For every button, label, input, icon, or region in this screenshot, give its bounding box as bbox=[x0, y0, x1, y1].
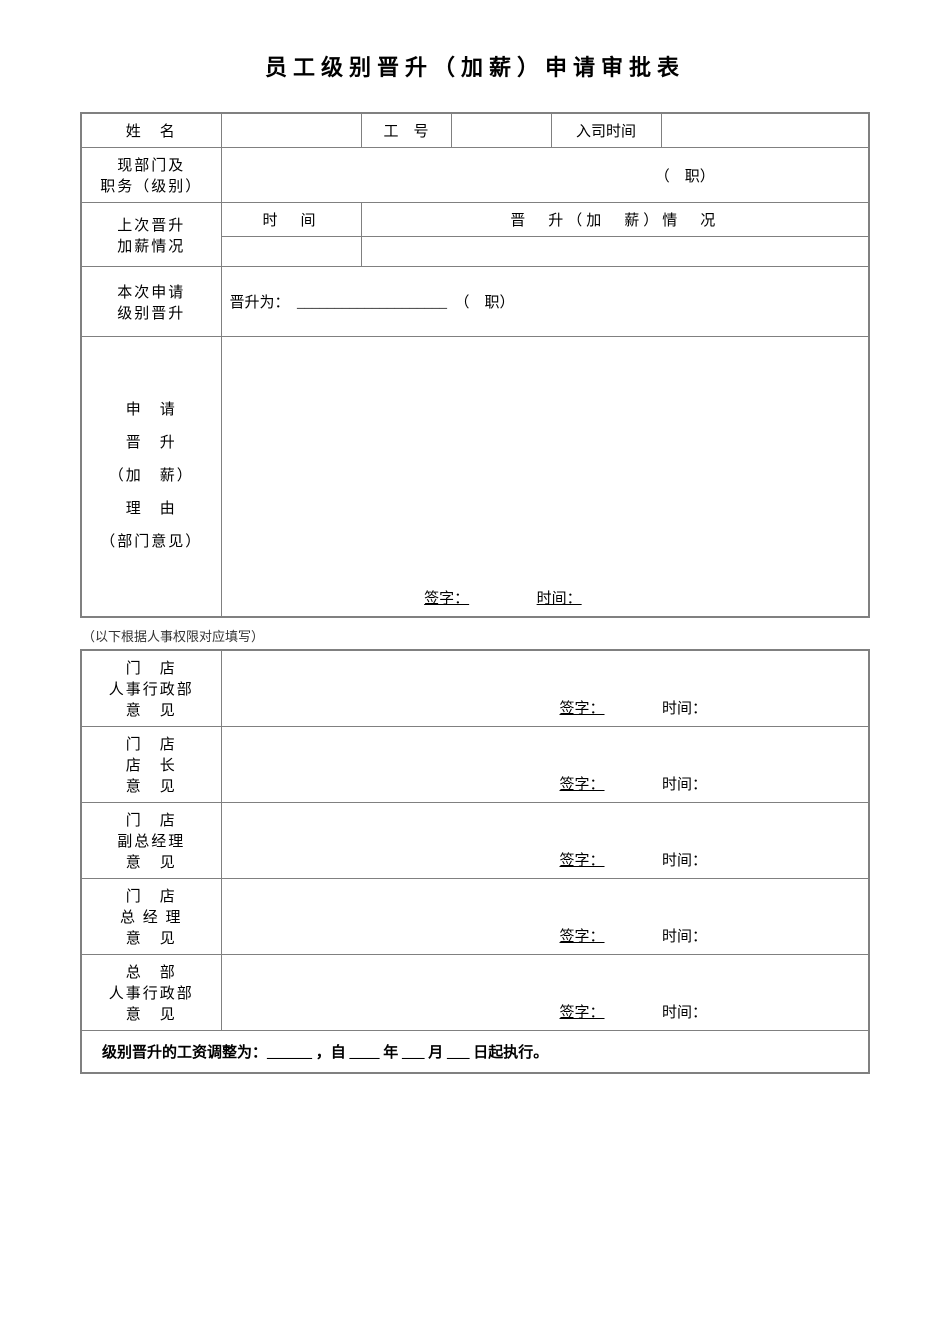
main-table: 姓 名 工 号 入司时间 现部门及 职务（级别） （ 职） 上次晋升 加薪情况 … bbox=[80, 112, 870, 618]
op4-label: 门 店 总 经 理 意 见 bbox=[81, 878, 221, 954]
name-label: 姓 名 bbox=[81, 113, 221, 148]
apply-label-1: 本次申请 bbox=[90, 281, 213, 302]
op2-sign: 签字： bbox=[560, 777, 605, 793]
time-value bbox=[221, 237, 361, 267]
approval-table: 门 店 人事行政部 意 见 签字： 时间： 门 店 店 长 意 见 签字： 时间… bbox=[80, 649, 870, 1074]
time-label: 时 间 bbox=[221, 203, 361, 237]
op5-time: 时间： bbox=[662, 1005, 707, 1021]
reason-2: 晋 升 bbox=[90, 427, 213, 460]
promote-value: 晋升为： ____________________ （ 职） bbox=[221, 267, 869, 337]
time-label-sign: 时间： bbox=[537, 591, 582, 607]
join-value bbox=[661, 113, 869, 148]
op1-3: 意 见 bbox=[90, 699, 213, 720]
last-label-2: 加薪情况 bbox=[90, 235, 213, 256]
op2-2: 店 长 bbox=[90, 754, 213, 775]
op1-time: 时间： bbox=[662, 701, 707, 717]
op1-content: 签字： 时间： bbox=[221, 650, 869, 727]
op3-1: 门 店 bbox=[90, 809, 213, 830]
footer-row: 级别晋升的工资调整为：______ ，自 ____ 年 ___ 月 ___ 日起… bbox=[81, 1030, 869, 1073]
id-label: 工 号 bbox=[361, 113, 451, 148]
op3-content: 签字： 时间： bbox=[221, 802, 869, 878]
id-value bbox=[451, 113, 551, 148]
op4-3: 意 见 bbox=[90, 927, 213, 948]
sub-note: （以下根据人事权限对应填写） bbox=[82, 626, 870, 645]
dept-label: 现部门及 职务（级别） bbox=[81, 148, 221, 203]
sign-label: 签字： bbox=[424, 591, 469, 607]
page-title: 员工级别晋升（加薪）申请审批表 bbox=[80, 50, 870, 82]
reason-4: 理 由 bbox=[90, 493, 213, 526]
op3-3: 意 见 bbox=[90, 851, 213, 872]
reason-1: 申 请 bbox=[90, 394, 213, 427]
op1-label: 门 店 人事行政部 意 见 bbox=[81, 650, 221, 727]
op2-content: 签字： 时间： bbox=[221, 726, 869, 802]
situation-label: 晋 升（加 薪）情 况 bbox=[361, 203, 869, 237]
dept-value: （ 职） bbox=[221, 148, 869, 203]
op1-2: 人事行政部 bbox=[90, 678, 213, 699]
reason-5: （部门意见） bbox=[90, 526, 213, 559]
last-promo-label: 上次晋升 加薪情况 bbox=[81, 203, 221, 267]
op1-sign: 签字： bbox=[560, 701, 605, 717]
last-label-1: 上次晋升 bbox=[90, 214, 213, 235]
op5-2: 人事行政部 bbox=[90, 982, 213, 1003]
op3-sign: 签字： bbox=[560, 853, 605, 869]
position-suffix: （ 职） bbox=[375, 169, 715, 185]
op2-time: 时间： bbox=[662, 777, 707, 793]
op3-label: 门 店 副总经理 意 见 bbox=[81, 802, 221, 878]
dept-label-1: 现部门及 bbox=[90, 154, 213, 175]
op1-1: 门 店 bbox=[90, 657, 213, 678]
op4-sign: 签字： bbox=[560, 929, 605, 945]
op3-time: 时间： bbox=[662, 853, 707, 869]
op4-time: 时间： bbox=[662, 929, 707, 945]
op3-2: 副总经理 bbox=[90, 830, 213, 851]
dept-label-2: 职务（级别） bbox=[90, 175, 213, 196]
join-label: 入司时间 bbox=[551, 113, 661, 148]
op5-sign: 签字： bbox=[560, 1005, 605, 1021]
apply-label-2: 级别晋升 bbox=[90, 302, 213, 323]
op2-label: 门 店 店 长 意 见 bbox=[81, 726, 221, 802]
op5-label: 总 部 人事行政部 意 见 bbox=[81, 954, 221, 1030]
op5-1: 总 部 bbox=[90, 961, 213, 982]
op2-3: 意 见 bbox=[90, 775, 213, 796]
reason-3: （加 薪） bbox=[90, 460, 213, 493]
op5-3: 意 见 bbox=[90, 1003, 213, 1024]
apply-label: 本次申请 级别晋升 bbox=[81, 267, 221, 337]
reason-content: 签字： 时间： bbox=[221, 337, 869, 617]
name-value bbox=[221, 113, 361, 148]
reason-label: 申 请 晋 升 （加 薪） 理 由 （部门意见） bbox=[81, 337, 221, 617]
op4-content: 签字： 时间： bbox=[221, 878, 869, 954]
op4-2: 总 经 理 bbox=[90, 906, 213, 927]
situation-value bbox=[361, 237, 869, 267]
op5-content: 签字： 时间： bbox=[221, 954, 869, 1030]
op2-1: 门 店 bbox=[90, 733, 213, 754]
op4-1: 门 店 bbox=[90, 885, 213, 906]
